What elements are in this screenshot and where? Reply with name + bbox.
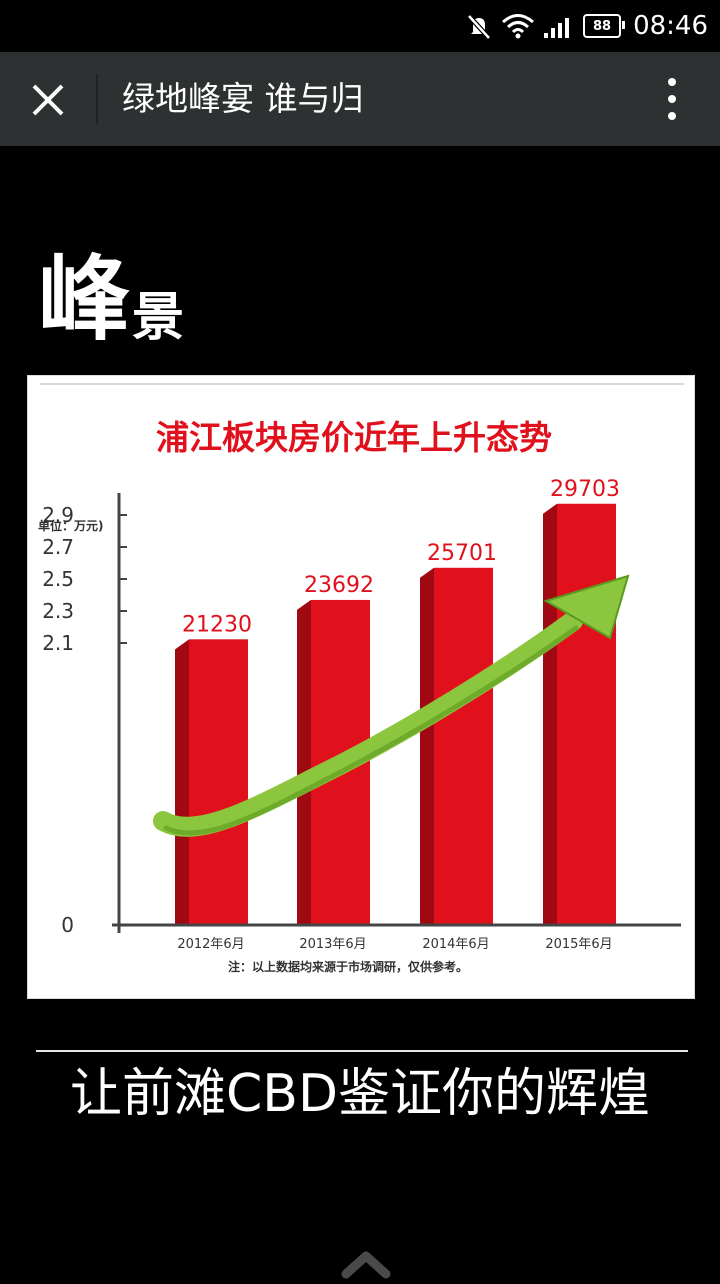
footer-slogan: 让前滩CBD鉴证你的辉煌 xyxy=(69,1064,651,1124)
y-tick-label: 2.3 xyxy=(42,599,74,623)
status-time: 08:46 xyxy=(633,11,708,41)
y-tick-label: 2.9 xyxy=(42,503,74,527)
scroll-up-button[interactable] xyxy=(340,1240,392,1280)
chevron-up-icon xyxy=(341,1251,391,1279)
section-heading: 峰 景 xyxy=(38,240,184,350)
battery-icon: 88 xyxy=(583,14,626,38)
status-bar: 88 08:46 xyxy=(0,0,720,52)
data-label: 23692 xyxy=(304,573,374,598)
y-tick-label: 2.1 xyxy=(42,631,74,655)
trend-arrow-shade xyxy=(163,625,579,836)
x-tick-label: 2014年6月 xyxy=(422,937,489,952)
chart-card: 浦江板块房价近年上升态势 单位：万元) 0 2.1 2.3 2.5 2.7 2.9 212… xyxy=(27,375,695,999)
status-icons: 88 08:46 xyxy=(465,10,708,42)
y-tick-label: 2.7 xyxy=(42,535,74,559)
bar xyxy=(189,639,248,925)
bar-side xyxy=(420,567,434,925)
bar xyxy=(434,567,493,925)
chart-title: 浦江板块房价近年上升态势 xyxy=(156,418,552,457)
app-bar: 绿地峰宴 谁与归 xyxy=(0,52,720,146)
footer-divider xyxy=(36,1050,688,1052)
bar-side xyxy=(175,639,189,925)
heading-big-char: 峰 xyxy=(38,246,131,353)
x-tick-label: 2013年6月 xyxy=(299,937,366,952)
unit-label: 单位：万元) xyxy=(38,518,104,533)
y-tick-label: 0 xyxy=(61,913,74,937)
bar-side xyxy=(297,599,311,925)
trend-arrow-shaft xyxy=(153,611,583,837)
x-tick-label: 2012年6月 xyxy=(177,937,244,952)
bar xyxy=(557,503,616,925)
data-label: 29703 xyxy=(550,477,620,502)
data-label: 21230 xyxy=(182,612,252,637)
bar-side xyxy=(543,503,557,925)
signal-icon xyxy=(544,18,570,38)
data-labels: 21230 23692 25701 29703 xyxy=(182,477,620,638)
mute-icon xyxy=(467,14,491,40)
more-vertical-icon[interactable] xyxy=(662,78,682,122)
close-button[interactable] xyxy=(24,76,72,124)
page-title: 绿地峰宴 谁与归 xyxy=(122,79,364,118)
x-axis-labels: 2012年6月 2013年6月 2014年6月 2015年6月 xyxy=(177,937,612,952)
price-chart: 浦江板块房价近年上升态势 单位：万元) 0 2.1 2.3 2.5 2.7 2.9 212… xyxy=(38,383,684,974)
chart-note: 注：以上数据均来源于市场调研，仅供参考。 xyxy=(228,959,468,974)
heading-small-char: 景 xyxy=(132,288,185,348)
trend-arrow-head xyxy=(543,574,630,640)
y-tick-label: 2.5 xyxy=(42,567,74,591)
trend-arrow xyxy=(153,574,630,837)
bars xyxy=(175,503,616,925)
wifi-icon xyxy=(502,14,535,39)
x-tick-label: 2015年6月 xyxy=(545,937,612,952)
app-bar-divider xyxy=(96,74,98,124)
data-label: 25701 xyxy=(427,541,497,566)
close-icon xyxy=(32,84,64,116)
y-axis-ticks: 0 2.1 2.3 2.5 2.7 2.9 xyxy=(42,503,127,937)
